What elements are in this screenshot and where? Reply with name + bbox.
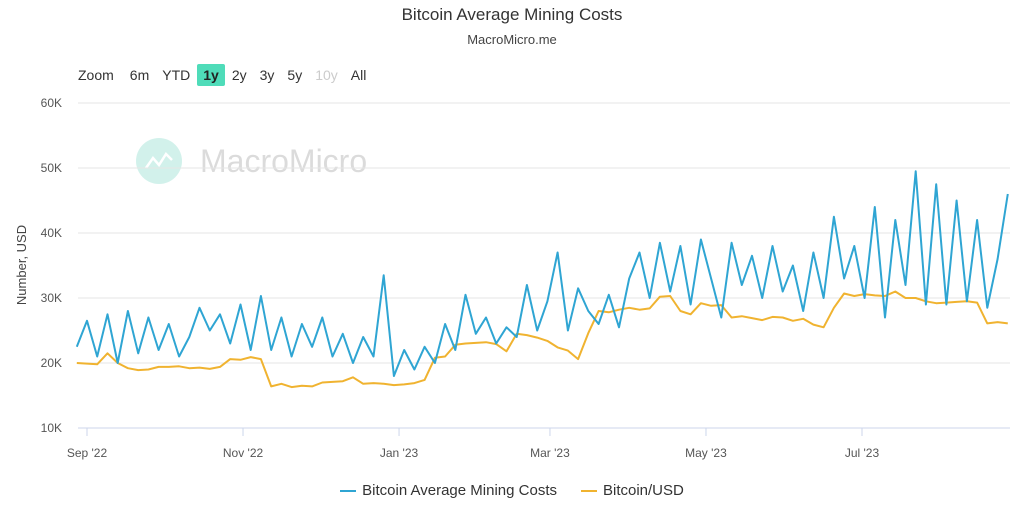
y-tick-label: 40K — [41, 226, 62, 240]
watermark: MacroMicro — [136, 138, 367, 184]
legend: Bitcoin Average Mining Costs Bitcoin/USD — [0, 482, 1024, 499]
x-tick-label: Jan '23 — [380, 446, 419, 460]
y-axis: 10K 20K 30K 40K 50K 60K — [41, 96, 62, 435]
series-line[interactable] — [75, 170, 1009, 377]
series-line[interactable] — [76, 290, 1008, 389]
range-button-ytd[interactable]: YTD — [162, 67, 191, 83]
legend-swatch-bitcoin-usd — [580, 489, 597, 492]
y-tick-label: 10K — [41, 421, 62, 435]
range-button-all[interactable]: All — [350, 67, 367, 83]
x-axis: Sep '22 Nov '22 Jan '23 Mar '23 May '23 Jul '… — [67, 427, 1010, 460]
chart-title: Bitcoin Average Mining Costs — [401, 5, 623, 24]
legend-item-bitcoin-usd[interactable]: Bitcoin/USD — [580, 482, 684, 499]
x-tick-label: Sep '22 — [67, 446, 108, 460]
legend-label-bitcoin-usd: Bitcoin/USD — [602, 482, 684, 499]
range-button-2y[interactable]: 2y — [231, 67, 247, 83]
y-tick-label: 60K — [41, 96, 62, 110]
legend-swatch-mining-costs — [340, 489, 357, 492]
series-group — [75, 170, 1009, 389]
watermark-chart-icon — [144, 152, 173, 169]
series-bitcoin-average-mining-costs — [75, 170, 1009, 377]
legend-label-mining-costs: Bitcoin Average Mining Costs — [362, 482, 557, 499]
watermark-logo-icon — [136, 138, 182, 184]
range-button-6m[interactable]: 6m — [129, 67, 150, 83]
series-bitcoin-usd — [76, 290, 1008, 389]
x-tick-label: Mar '23 — [530, 446, 570, 460]
range-button-10y: 10y — [315, 67, 338, 83]
grid — [78, 102, 1010, 364]
range-selector: Zoom 6m YTD 1y 2y 3y 5y 10y All — [78, 64, 373, 86]
range-button-5y[interactable]: 5y — [287, 67, 303, 83]
x-tick-label: Jul '23 — [845, 446, 880, 460]
x-tick-label: May '23 — [685, 446, 727, 460]
y-tick-label: 30K — [41, 291, 62, 305]
watermark-text: MacroMicro — [200, 143, 367, 179]
chart-subtitle: MacroMicro.me — [467, 32, 557, 47]
y-tick-label: 20K — [41, 356, 62, 370]
zoom-label: Zoom — [78, 67, 114, 83]
x-tick-label: Nov '22 — [223, 446, 264, 460]
range-button-3y[interactable]: 3y — [259, 67, 275, 83]
legend-item-mining-costs[interactable]: Bitcoin Average Mining Costs — [340, 482, 557, 499]
y-tick-label: 50K — [41, 161, 62, 175]
y-axis-label: Number, USD — [14, 225, 29, 305]
range-button-1y[interactable]: 1y — [197, 64, 225, 86]
